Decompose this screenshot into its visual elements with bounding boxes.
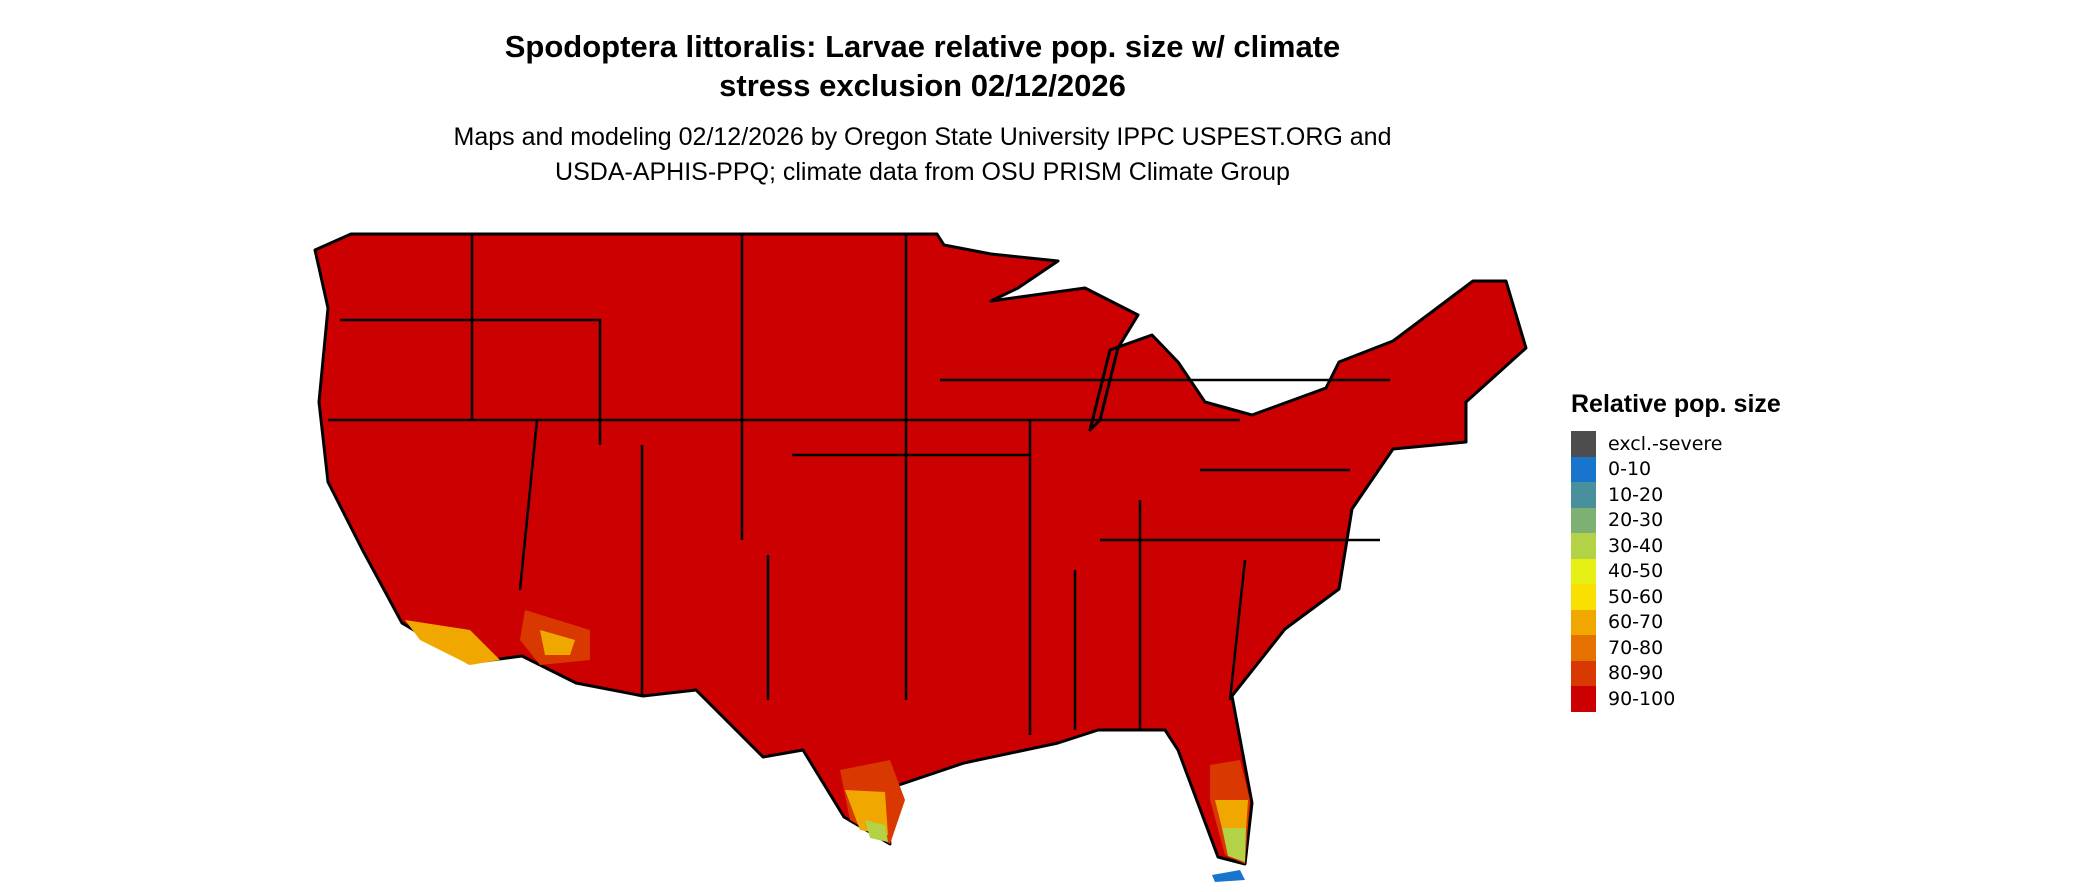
map-subtitle: Maps and modeling 02/12/2026 by Oregon S… <box>0 120 1845 190</box>
legend-label: 60-70 <box>1608 611 1664 634</box>
legend-swatch <box>1571 660 1596 686</box>
legend-label: 90-100 <box>1608 687 1676 710</box>
legend-item: 60-70 <box>1571 609 1781 635</box>
legend-item: 10-20 <box>1571 482 1781 508</box>
legend-swatch <box>1571 533 1596 559</box>
legend-item: 0-10 <box>1571 456 1781 482</box>
legend-item: 80-90 <box>1571 660 1781 686</box>
subtitle-line-1: Maps and modeling 02/12/2026 by Oregon S… <box>453 123 1392 151</box>
legend-swatch <box>1571 456 1596 482</box>
legend-swatch <box>1571 482 1596 508</box>
legend-item: 20-30 <box>1571 507 1781 533</box>
legend-label: 70-80 <box>1608 636 1664 659</box>
title-line-2: stress exclusion 02/12/2026 <box>719 68 1126 103</box>
us-outline <box>313 232 1528 866</box>
legend-label: 30-40 <box>1608 534 1664 557</box>
legend-title: Relative pop. size <box>1571 390 1781 418</box>
legend-swatch <box>1571 686 1596 712</box>
legend-label: 80-90 <box>1608 662 1664 685</box>
legend-item: 30-40 <box>1571 533 1781 559</box>
legend-item: 40-50 <box>1571 558 1781 584</box>
legend-swatch <box>1571 609 1596 635</box>
title-line-1: Spodoptera littoralis: Larvae relative p… <box>504 29 1341 64</box>
legend-swatch <box>1571 635 1596 661</box>
legend-label: excl.-severe <box>1608 432 1723 455</box>
legend-label: 0-10 <box>1608 458 1652 481</box>
legend-label: 20-30 <box>1608 509 1664 532</box>
legend-item: 50-60 <box>1571 584 1781 610</box>
legend-swatch <box>1571 507 1596 533</box>
map-title: Spodoptera littoralis: Larvae relative p… <box>0 27 1845 105</box>
legend-label: 10-20 <box>1608 483 1664 506</box>
subtitle-line-2: USDA-APHIS-PPQ; climate data from OSU PR… <box>555 158 1290 186</box>
legend-item: 90-100 <box>1571 686 1781 712</box>
state-borders <box>328 234 1390 735</box>
legend-swatch <box>1571 558 1596 584</box>
legend-label: 40-50 <box>1608 560 1664 583</box>
legend: Relative pop. size excl.-severe 0-10 10-20… <box>1571 390 1781 712</box>
legend-label: 50-60 <box>1608 585 1664 608</box>
legend-swatch <box>1571 584 1596 610</box>
lower-class-patches <box>405 610 1250 882</box>
legend-swatch <box>1571 431 1596 457</box>
legend-item: 70-80 <box>1571 635 1781 661</box>
legend-item: excl.-severe <box>1571 431 1781 457</box>
